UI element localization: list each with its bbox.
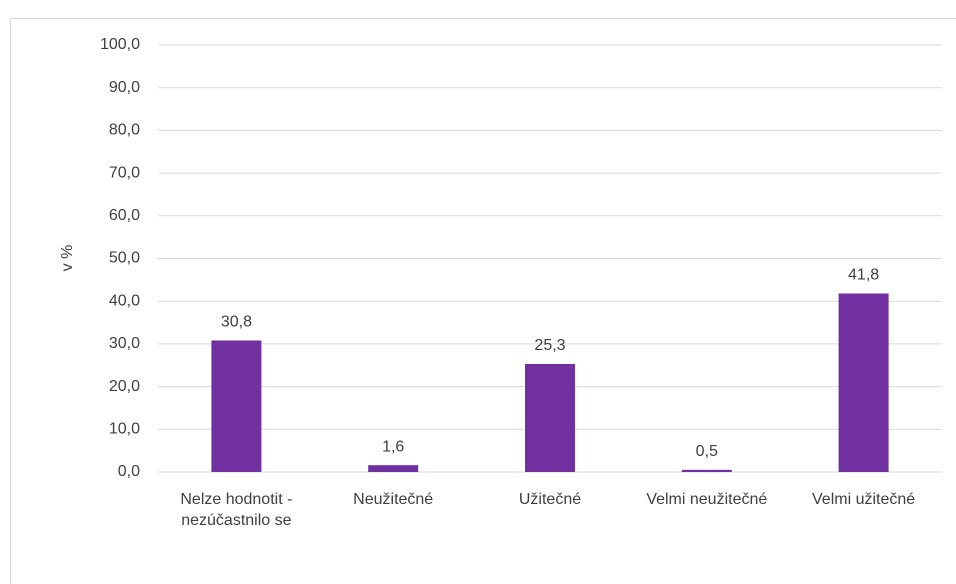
data-label: 1,6: [382, 438, 404, 455]
data-label: 30,8: [221, 314, 252, 331]
x-tick-label: Nelze hodnotit - nezúčastnilo se: [180, 491, 293, 529]
x-tick-label: Neužitečné: [353, 491, 434, 508]
y-tick-label: 100,0: [100, 36, 140, 53]
y-tick-label: 60,0: [109, 207, 140, 224]
y-tick-label: 40,0: [109, 292, 140, 309]
x-tick-label: Velmi užitečné: [812, 491, 916, 508]
data-label: 0,5: [696, 443, 718, 460]
bar: [838, 293, 889, 472]
y-axis-title: v %: [59, 245, 76, 272]
y-tick-label: 10,0: [109, 421, 140, 438]
y-tick-label: 80,0: [109, 122, 140, 139]
y-tick-label: 50,0: [109, 250, 140, 267]
y-tick-label: 70,0: [109, 164, 140, 181]
data-label: 25,3: [534, 337, 565, 354]
y-tick-label: 90,0: [109, 79, 140, 96]
y-tick-label: 30,0: [109, 335, 140, 352]
data-label: 41,8: [848, 267, 879, 284]
y-tick-label: 0,0: [118, 463, 140, 480]
bar: [368, 465, 419, 472]
bar: [211, 340, 262, 472]
x-tick-label: Velmi neužitečné: [646, 491, 768, 508]
x-tick-label: Užitečné: [518, 491, 582, 508]
y-tick-label: 20,0: [109, 378, 140, 395]
bar: [525, 363, 575, 472]
bar: [681, 469, 732, 472]
chart-border: [10, 18, 956, 584]
